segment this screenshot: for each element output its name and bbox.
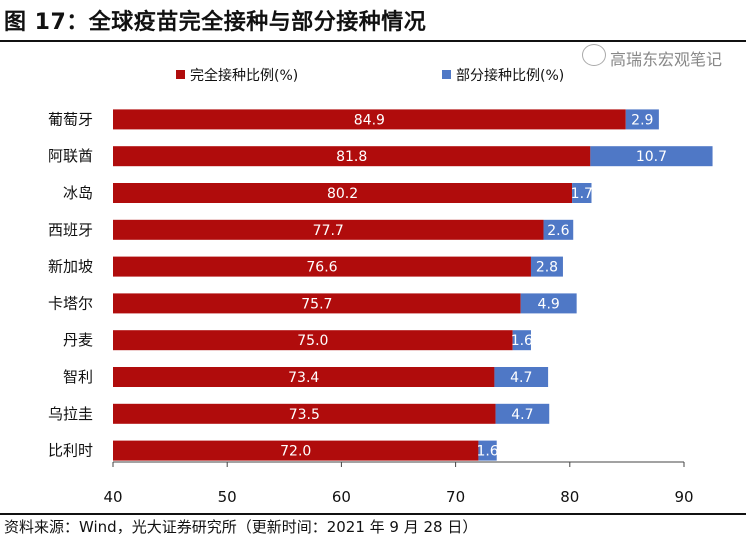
data-label: 1.6 [476,444,498,460]
data-label: 76.6 [306,260,337,276]
wechat-icon [582,44,606,66]
data-label: 73.4 [288,370,319,386]
watermark: 高瑞东宏观笔记 [610,50,723,69]
category-label: 新加坡 [48,258,93,276]
top-rule [0,40,746,42]
category-label: 智利 [63,368,93,386]
bar-segment [478,440,497,461]
data-label: 4.9 [538,296,560,312]
data-label: 84.9 [354,112,385,128]
x-tick-label: 50 [218,488,237,506]
data-label: 4.7 [511,407,533,423]
x-tick-label: 90 [674,488,693,506]
legend-label: 部分接种比例(%) [456,67,564,84]
bar-segment [113,330,513,351]
data-label: 1.7 [571,186,593,202]
data-label: 2.9 [631,112,653,128]
x-tick-label: 80 [560,488,579,506]
category-label: 西班牙 [48,221,93,239]
figure-title: 图 17：全球疫苗完全接种与部分接种情况 [4,10,427,35]
bottom-rule [0,513,746,515]
bar-segment [113,256,531,277]
bar-segment [113,367,495,387]
category-label: 丹麦 [63,331,93,349]
bar-segment [113,109,626,130]
data-label: 1.6 [511,333,533,349]
bar-segment [520,293,577,314]
bar-segment [113,293,521,314]
bar-segment [494,367,549,387]
category-label: 葡萄牙 [48,110,93,128]
x-tick-label: 60 [332,488,351,506]
data-label: 2.6 [547,223,569,239]
bar-segment [590,146,713,167]
data-label: 10.7 [636,149,667,165]
data-label: 2.8 [536,260,558,276]
source-note: 资料来源：Wind，光大证券研究所（更新时间：2021 年 9 月 28 日） [4,518,478,536]
data-label: 81.8 [336,149,367,165]
category-label: 阿联酋 [48,147,93,165]
bar-segment [625,109,659,130]
category-label: 比利时 [48,442,93,460]
data-label: 77.7 [313,223,344,239]
bar-segment [543,219,574,240]
category-label: 卡塔尔 [48,294,93,312]
data-label: 80.2 [327,186,358,202]
bar-segment [113,440,479,461]
bar-segment [530,256,563,277]
data-label: 75.7 [301,296,332,312]
category-label: 乌拉圭 [48,405,93,423]
bar-segment [113,403,496,424]
legend-swatch [442,70,451,79]
data-label: 73.5 [289,407,320,423]
legend-swatch [176,70,185,79]
data-label: 4.7 [510,370,532,386]
bar-segment [113,146,591,167]
bar-segment [113,183,573,203]
data-label: 75.0 [297,333,328,349]
bar-segment [512,330,531,351]
bar-segment [495,403,550,424]
bar-segment [572,183,592,203]
bar-segment [113,219,544,240]
x-tick-label: 40 [103,488,122,506]
data-label: 72.0 [280,444,311,460]
x-tick-label: 70 [446,488,465,506]
legend-label: 完全接种比例(%) [190,67,298,84]
category-label: 冰岛 [63,184,93,202]
